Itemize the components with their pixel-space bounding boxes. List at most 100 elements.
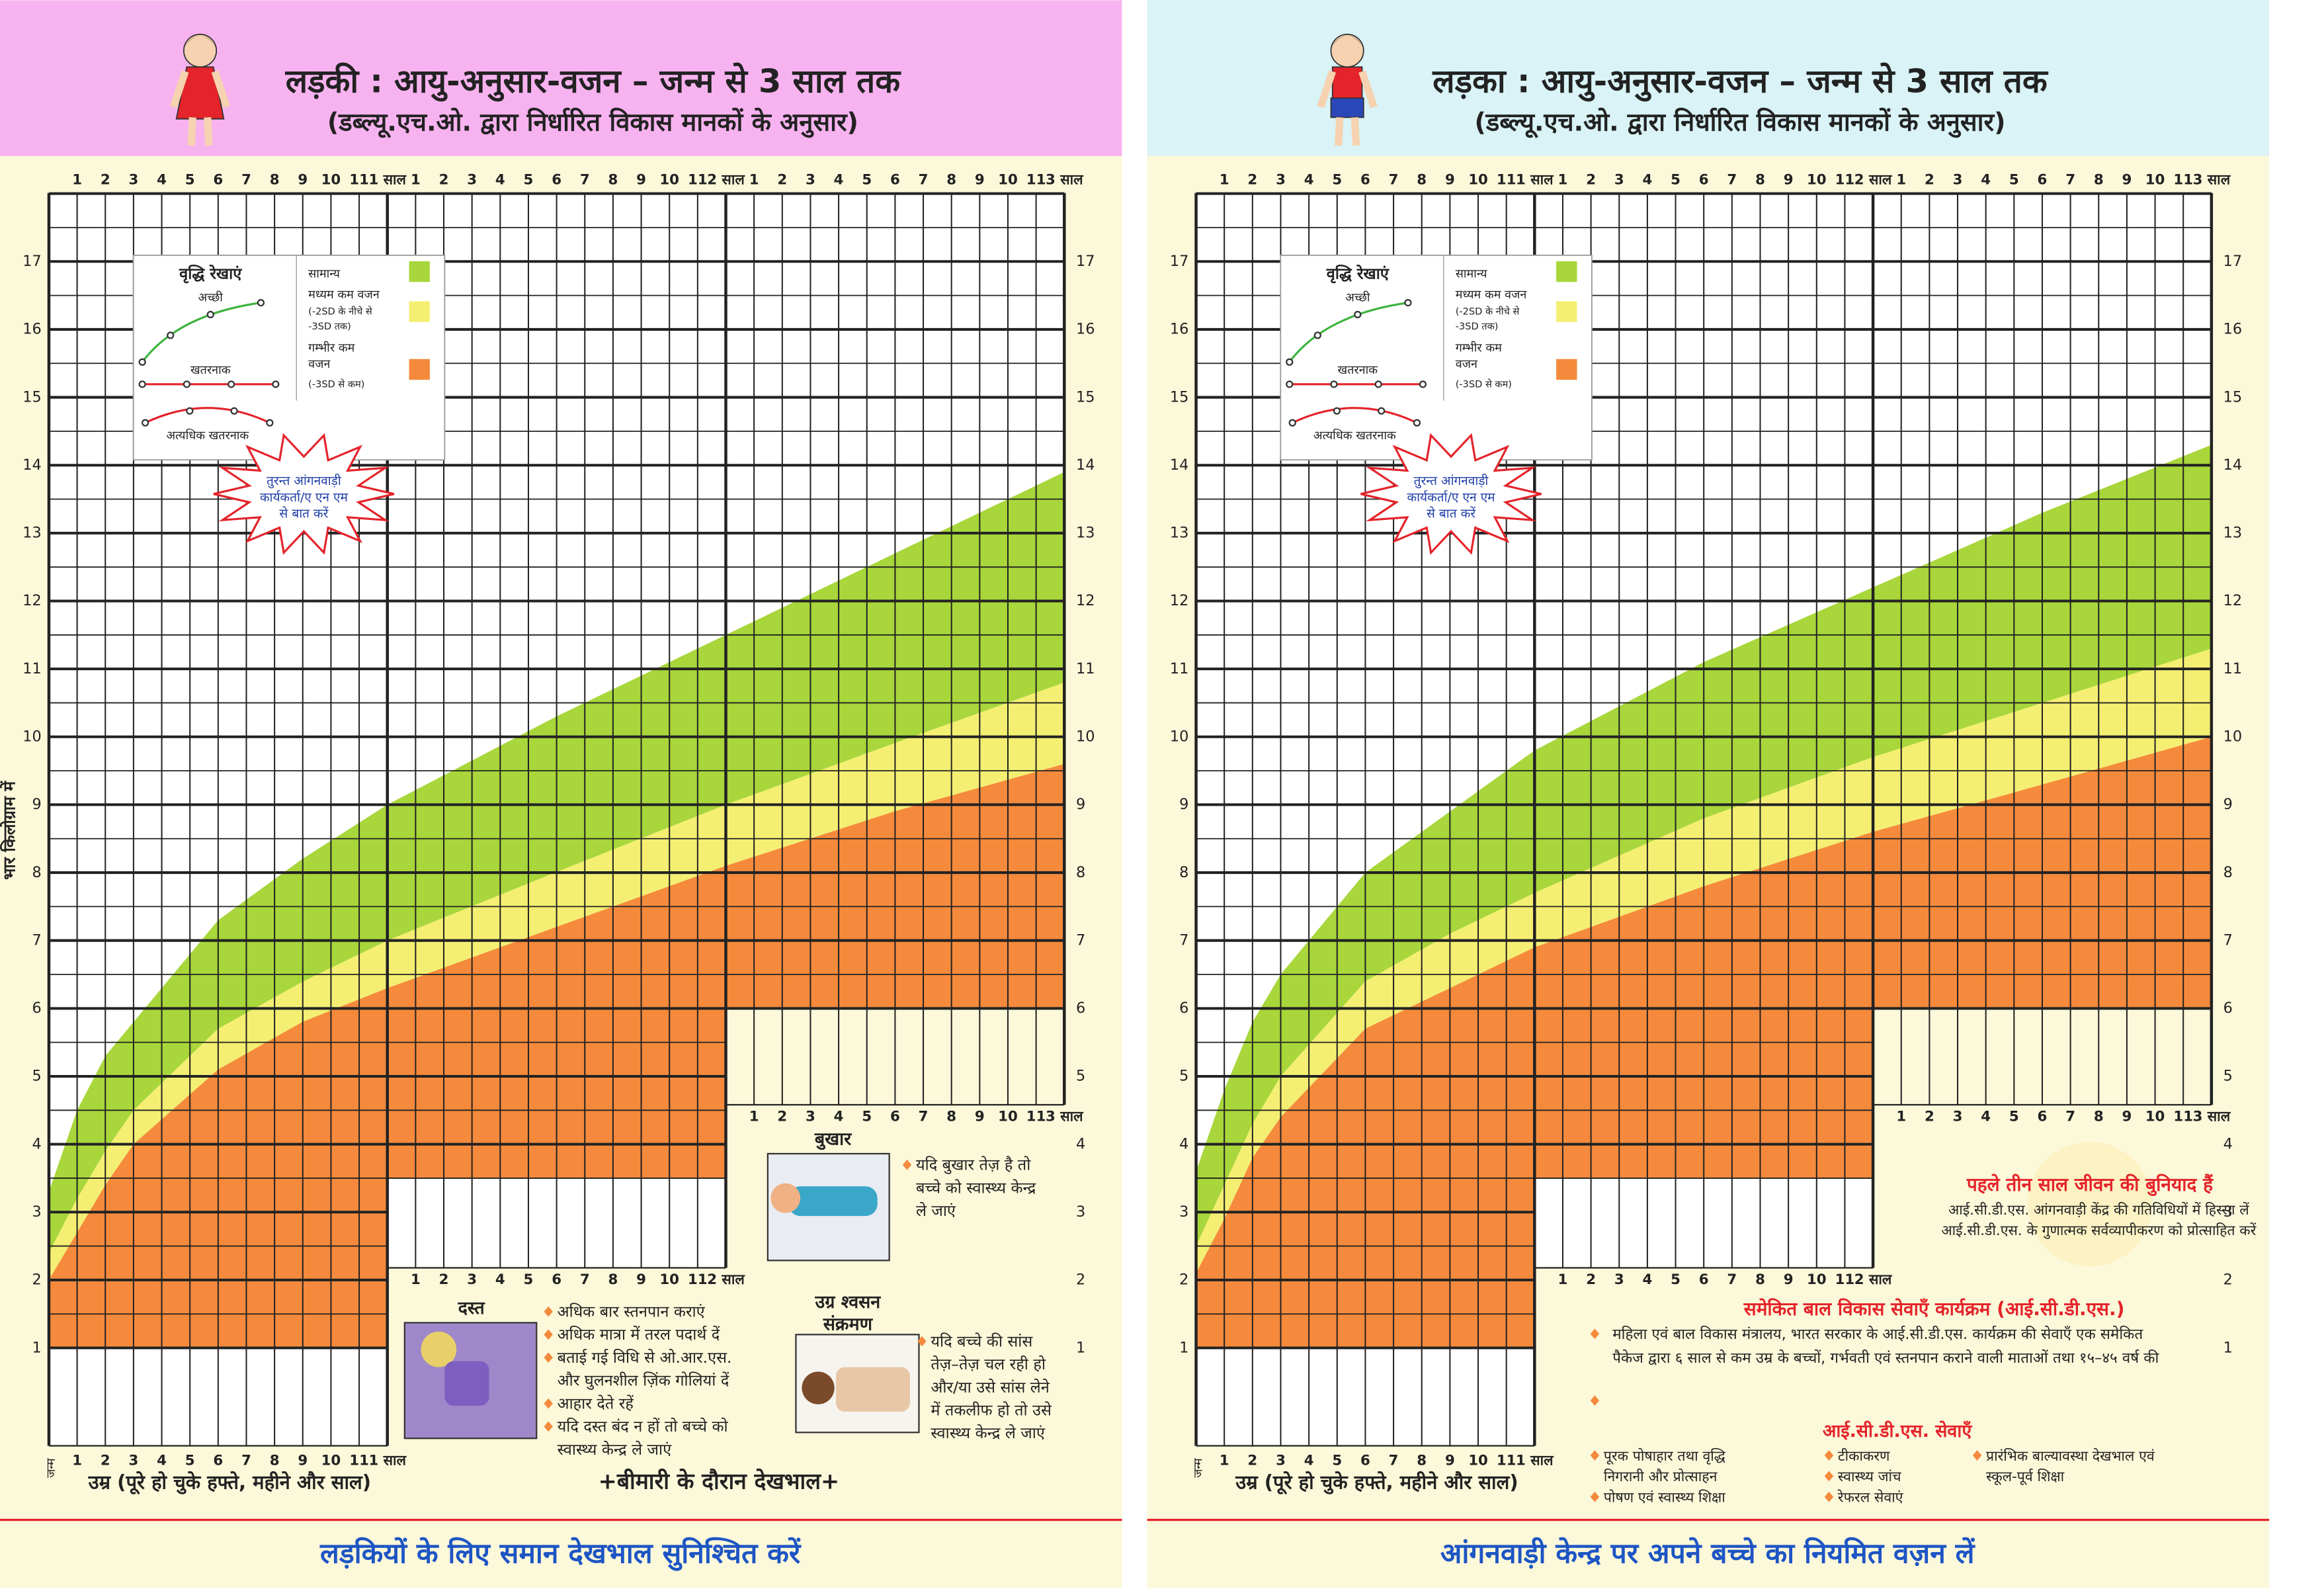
age-label: 2 [777,1109,787,1125]
respiratory-text: यदि बच्चे की सांस [931,1332,1033,1350]
age-label: 9 [975,171,985,188]
kid-hair [183,36,217,48]
age-label: 6 [2038,1109,2048,1125]
kid-leg [1350,117,1360,146]
age-label: 5 [2009,1109,2019,1125]
diarrhoea-illustration-head [421,1331,457,1367]
age-label: 7 [1727,171,1737,188]
age-label: 3 [128,1453,138,1469]
age-label: 6 [890,1109,900,1125]
age-label: 10 [1807,171,1827,188]
weight-label: 2 [32,1271,41,1289]
age-label: 9 [2122,1109,2132,1125]
weight-label: 5 [1179,1068,1188,1085]
age-label: 5 [862,171,872,188]
age-label: 9 [2122,171,2132,188]
birth-label: जन्म [1192,1458,1206,1478]
age-label: 3 [1953,171,1963,188]
kid-arm [1317,70,1337,108]
age-label: 3 [1953,1109,1963,1125]
diarrhoea-text: स्वास्थ्य केन्द्र ले जाएं [558,1440,672,1459]
legend-text: गम्भीर कम [1456,341,1502,355]
legend-dot [1354,310,1362,319]
weight-label: 14 [1076,456,1095,474]
age-label: 10 [1807,1271,1827,1288]
age-label: 4 [1643,171,1653,188]
age-label: 11 [1026,171,1046,188]
weight-label: 14 [1170,456,1189,474]
age-label: 9 [1445,171,1455,188]
respiratory-text: स्वास्थ्य केन्द्र ले जाएं [931,1424,1045,1442]
weight-label: 12 [1170,592,1189,609]
weight-label: 12 [22,592,42,609]
weight-label: 15 [2223,388,2243,406]
bullet [544,1306,553,1317]
age-label: 10 [998,1109,1018,1125]
weight-label: 9 [1076,796,1085,813]
birth-label: जन्म [44,1458,58,1478]
age-label: 1 [72,1453,82,1469]
section-heading: बुखार [814,1129,852,1150]
services-heading: आई.सी.डी.एस. सेवाएँ [1823,1420,1972,1441]
legend-dot [1330,380,1338,388]
age-label: 8 [2094,171,2104,188]
legend-dot [1333,407,1341,415]
weight-label: 16 [1170,321,1189,338]
panel-subtitle: (डब्ल्यू.एच.ओ. द्वारा निर्धारित विकास मा… [1475,108,2006,139]
legend-text: खतरनाक [190,363,231,377]
weight-label: 9 [32,796,41,813]
bullet [1590,1328,1600,1340]
bullet [544,1329,553,1340]
alert-text: कार्यकर्ता/ए एन एम [1407,490,1496,505]
age-label: 4 [1981,1109,1991,1125]
alert-text: कार्यकर्ता/ए एन एम [260,490,349,505]
weight-label: 13 [1076,525,1095,542]
legend-text: अत्यधिक खतरनाक [1313,428,1397,443]
bullet [902,1159,912,1170]
age-label: 3 [467,1271,477,1288]
age-label: 2 [1925,171,1934,188]
weight-label: 5 [1076,1068,1085,1085]
age-label: 6 [552,171,561,188]
legend-box [1280,254,1593,461]
age-label: 8 [608,171,618,188]
age-label: 1 [1896,1109,1906,1125]
age-label: 8 [608,1271,618,1288]
age-label: 1 साल [1516,1453,1554,1469]
weight-label: 13 [1170,525,1189,542]
weight-label: 14 [2223,456,2243,474]
weight-label: 16 [1076,321,1095,338]
age-label: 2 साल [707,171,745,188]
age-label: 6 [1360,171,1370,188]
age-label: 1 [1220,1453,1229,1469]
age-label: 10 [1468,1453,1488,1469]
fever-illustration-head [770,1183,801,1213]
legend-text: वजन [308,357,331,371]
age-label: 8 [1755,1271,1765,1288]
age-label: 6 [890,171,900,188]
legend-text: वजन [1456,357,1478,371]
age-label: 11 [1835,171,1855,188]
weight-label: 6 [2223,1000,2233,1017]
age-label: 10 [1468,171,1488,188]
age-label: 5 [185,171,195,188]
weight-label: 16 [2223,321,2243,338]
legend-title: वृद्धि रेखाएं [1326,265,1390,284]
legend-good-line [141,302,261,363]
weight-label: 11 [22,660,42,677]
legend-dot [228,380,235,388]
icds-text: पैकेज द्वारा ६ साल से कम उम्र के बच्चों,… [1612,1349,2159,1367]
weight-label: 15 [1170,388,1189,406]
weight-label: 7 [2223,931,2233,949]
age-label: 10 [659,1271,679,1288]
legend-dot [1313,331,1321,339]
kid-arm [169,70,189,108]
legend-title: वृद्धि रेखाएं [179,265,242,284]
age-label: 6 [1699,171,1709,188]
legend-text: (-3SD से कम) [1456,378,1512,390]
age-label: 5 [524,1271,534,1288]
age-label: 2 [439,171,449,188]
fever-illustration-body [788,1186,878,1217]
age-label: 4 [495,171,505,188]
legend-dot [1378,407,1386,415]
